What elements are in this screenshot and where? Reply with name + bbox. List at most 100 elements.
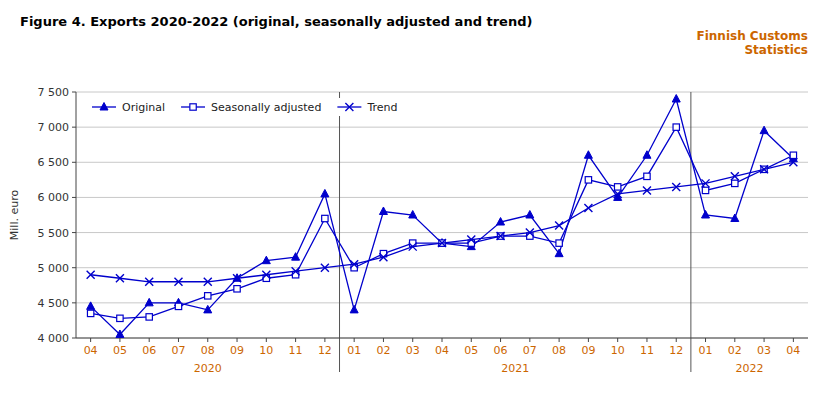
series-line [91,162,794,281]
y-axis [76,92,77,338]
marker-square [732,180,738,186]
x-tick-label: 11 [640,344,654,357]
x-tick [764,338,765,342]
y-tick [72,302,76,303]
x-tick [588,338,589,342]
x-tick-label: 08 [552,344,566,357]
x-tick-label: 12 [318,344,332,357]
marker-triangle [526,211,534,219]
x-tick-label: 09 [230,344,244,357]
x-tick [793,338,794,342]
marker-triangle [760,126,768,134]
x-tick [237,338,238,342]
marker-triangle [409,211,417,219]
marker-triangle [292,253,300,260]
marker-square [117,315,123,321]
x-tick-label: 03 [406,344,420,357]
marker-square [87,310,93,316]
marker-triangle [702,211,710,219]
marker-triangle [204,305,212,313]
group-label: 2022 [735,362,763,375]
x-tick [442,338,443,342]
x-tick [266,338,267,342]
marker-triangle [731,214,739,222]
x-tick [324,338,325,342]
group-label: 2021 [501,362,529,375]
y-tick-label: 5 500 [38,227,70,240]
marker-x [789,158,797,166]
marker-x [760,165,768,173]
marker-x [145,278,153,286]
y-tick-label: 5 000 [38,262,70,275]
legend-background [86,98,405,116]
x-tick-label: 03 [757,344,771,357]
x-tick [207,338,208,342]
grid-line [76,162,808,163]
y-tick-label: 4 000 [38,332,70,345]
legend-label: Original [122,101,165,114]
legend: OriginalSeasonally adjustedTrend [86,98,405,116]
marker-x [292,267,300,275]
marker-x [643,186,651,194]
year-divider [690,92,691,372]
x-tick-label: 06 [494,344,508,357]
x-tick [90,338,91,342]
x-tick [646,338,647,342]
marker-triangle [116,330,124,338]
x-tick-label: 11 [289,344,303,357]
y-tick-label: 6 500 [38,156,70,169]
marker-x [584,204,592,212]
x-tick [734,338,735,342]
marker-square [585,177,591,183]
marker-x [467,236,475,244]
y-tick [72,197,76,198]
marker-x [174,278,182,286]
y-axis-label: Mill. euro [8,190,21,241]
x-tick [295,338,296,342]
y-tick [72,127,76,128]
x-tick [529,338,530,342]
marker-square [614,184,620,190]
annotation-line: Statistics [744,43,808,57]
y-grid [72,92,808,338]
marker-square [644,173,650,179]
x-tick [471,338,472,342]
x-tick [383,338,384,342]
series [87,124,796,322]
grid-line [76,92,808,93]
x-tick-label: 04 [84,344,98,357]
marker-x [345,103,353,111]
marker-x [672,183,680,191]
group-label: 2020 [194,362,222,375]
marker-square [205,293,211,299]
x-tick-label: 05 [113,344,127,357]
x-tick-label: 02 [728,344,742,357]
y-tick-label: 7 000 [38,121,70,134]
x-tick-label: 10 [611,344,625,357]
plot-area [87,95,798,338]
x-tick-label: 10 [259,344,273,357]
x-tick-label: 04 [435,344,449,357]
marker-x [321,264,329,272]
x-tick [559,338,560,342]
x-tick [617,338,618,342]
x-tick [119,338,120,342]
marker-square [146,314,152,320]
series [87,158,798,285]
x-tick-label: 08 [201,344,215,357]
marker-triangle [555,249,563,256]
marker-x [379,253,387,261]
marker-square [322,215,328,221]
grid-line [76,197,808,198]
background [0,0,832,416]
y-tick [72,232,76,233]
grid-line [76,267,808,268]
marker-x [233,274,241,282]
marker-triangle [379,207,387,215]
x-tick [676,338,677,342]
annotation: Finnish CustomsStatistics [697,29,809,57]
marker-triangle [643,151,651,159]
marker-square [790,152,796,158]
y-tick [72,162,76,163]
legend-label: Trend [366,101,397,114]
